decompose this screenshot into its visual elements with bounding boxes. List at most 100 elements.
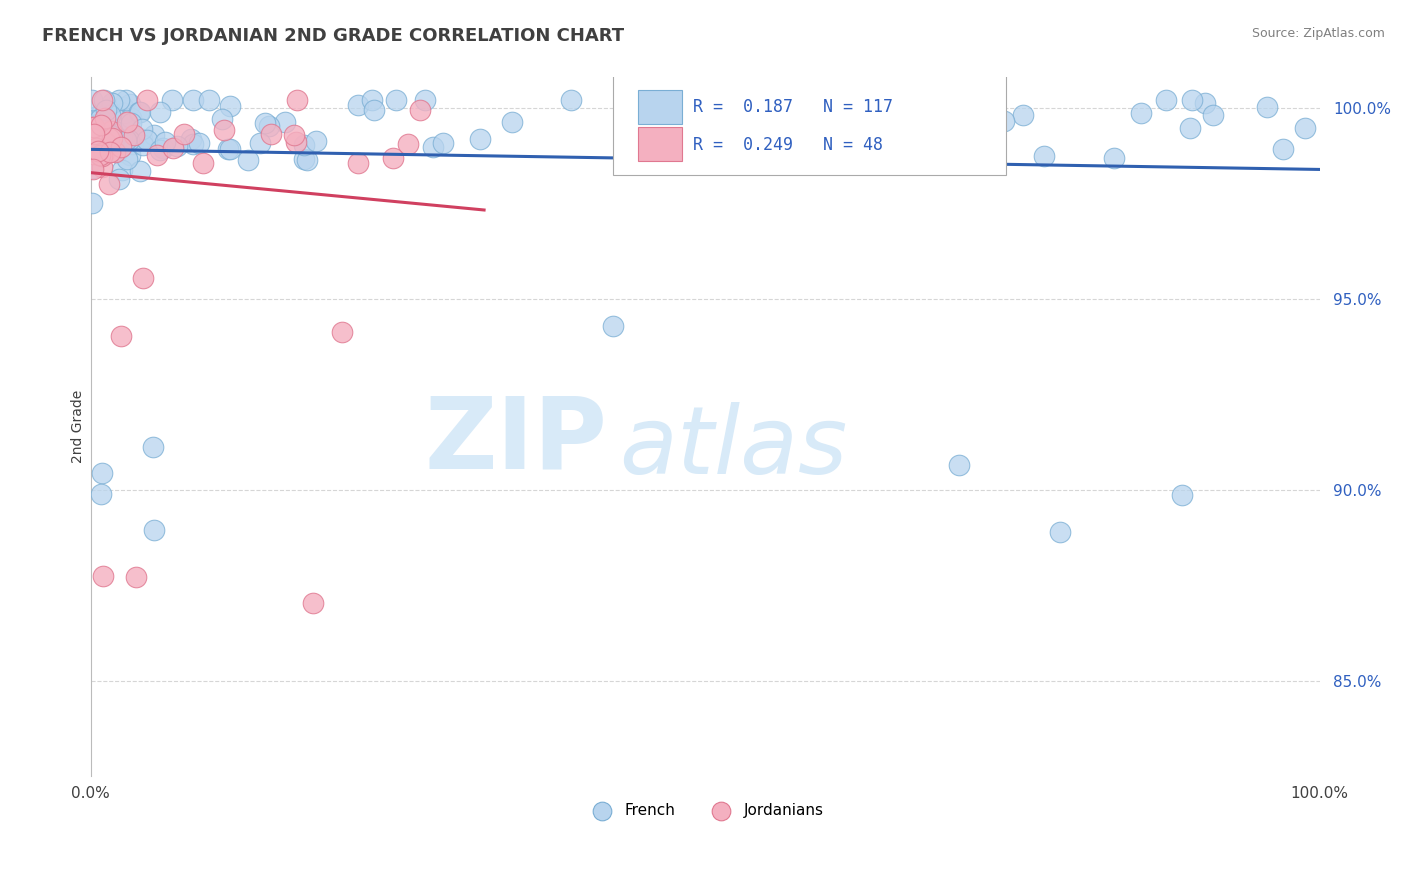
Point: [1178, 120, 1201, 135]
Point: [1102, 151, 1125, 165]
Point: [120, 116, 142, 130]
Point: [274, 115, 297, 129]
Point: [91, 147, 114, 161]
Point: [149, 143, 172, 157]
Point: [131, 121, 153, 136]
Y-axis label: 2nd Grade: 2nd Grade: [72, 390, 86, 464]
Point: [128, 104, 150, 119]
Point: [94, 103, 117, 117]
Point: [135, 93, 157, 107]
Point: [413, 93, 436, 107]
FancyBboxPatch shape: [638, 90, 682, 124]
Point: [285, 135, 308, 149]
Point: [80, 128, 103, 143]
Point: [330, 326, 353, 340]
Point: [972, 93, 994, 107]
Point: [117, 115, 139, 129]
Point: [422, 140, 444, 154]
Point: [135, 133, 157, 147]
FancyBboxPatch shape: [638, 127, 682, 161]
Point: [294, 152, 316, 166]
Point: [107, 127, 129, 141]
Point: [98, 135, 121, 149]
Point: [87, 128, 110, 142]
Text: FRENCH VS JORDANIAN 2ND GRADE CORRELATION CHART: FRENCH VS JORDANIAN 2ND GRADE CORRELATIO…: [42, 27, 624, 45]
Point: [120, 147, 142, 161]
Point: [1033, 148, 1056, 162]
Point: [82, 161, 104, 176]
Point: [91, 149, 114, 163]
Point: [183, 137, 205, 152]
Point: [87, 144, 110, 158]
Point: [868, 99, 890, 113]
Point: [254, 116, 277, 130]
Point: [90, 93, 112, 107]
Point: [129, 164, 152, 178]
Point: [385, 93, 408, 107]
Point: [87, 117, 110, 131]
Point: [212, 123, 235, 137]
Point: [890, 139, 912, 153]
Point: [129, 104, 152, 119]
Point: [107, 93, 129, 107]
Point: [236, 153, 259, 167]
Point: [292, 138, 315, 153]
Point: [110, 328, 132, 343]
Point: [1272, 142, 1295, 156]
Point: [80, 131, 103, 145]
Point: [91, 569, 114, 583]
Point: [396, 137, 419, 152]
Point: [112, 112, 135, 127]
Point: [187, 136, 209, 150]
Text: R =  0.187   N = 117: R = 0.187 N = 117: [693, 98, 893, 117]
Point: [948, 458, 970, 473]
Point: [993, 113, 1015, 128]
Point: [89, 118, 111, 132]
Text: ZIP: ZIP: [425, 392, 607, 490]
Point: [1171, 488, 1194, 502]
Point: [101, 96, 124, 111]
Point: [149, 105, 172, 120]
Point: [381, 151, 404, 165]
Point: [93, 93, 115, 107]
Point: [1202, 107, 1225, 121]
Point: [90, 160, 112, 174]
Point: [145, 147, 167, 161]
Point: [93, 145, 115, 160]
Point: [122, 128, 145, 142]
Point: [86, 109, 108, 123]
Point: [1294, 121, 1316, 136]
Point: [166, 138, 188, 153]
Point: [104, 145, 127, 159]
Point: [1256, 100, 1278, 114]
Point: [94, 111, 117, 125]
Point: [97, 136, 120, 151]
Point: [409, 103, 432, 117]
Point: [98, 131, 121, 145]
Point: [122, 137, 145, 152]
Point: [98, 145, 121, 160]
Point: [915, 142, 938, 156]
Point: [219, 98, 242, 112]
Point: [142, 440, 165, 454]
Point: [191, 155, 214, 169]
Point: [470, 132, 492, 146]
Point: [211, 112, 233, 127]
Point: [432, 136, 454, 150]
Point: [105, 145, 128, 160]
Point: [896, 105, 918, 120]
Point: [198, 93, 221, 107]
Point: [118, 133, 141, 147]
Point: [143, 128, 166, 142]
Point: [501, 115, 523, 129]
Point: [560, 93, 582, 107]
Point: [120, 111, 142, 125]
Text: atlas: atlas: [619, 402, 848, 493]
Point: [132, 137, 155, 152]
Point: [621, 138, 644, 153]
FancyBboxPatch shape: [613, 74, 1007, 175]
Point: [768, 145, 790, 159]
Point: [855, 93, 877, 107]
Point: [98, 108, 121, 122]
Point: [111, 163, 134, 178]
